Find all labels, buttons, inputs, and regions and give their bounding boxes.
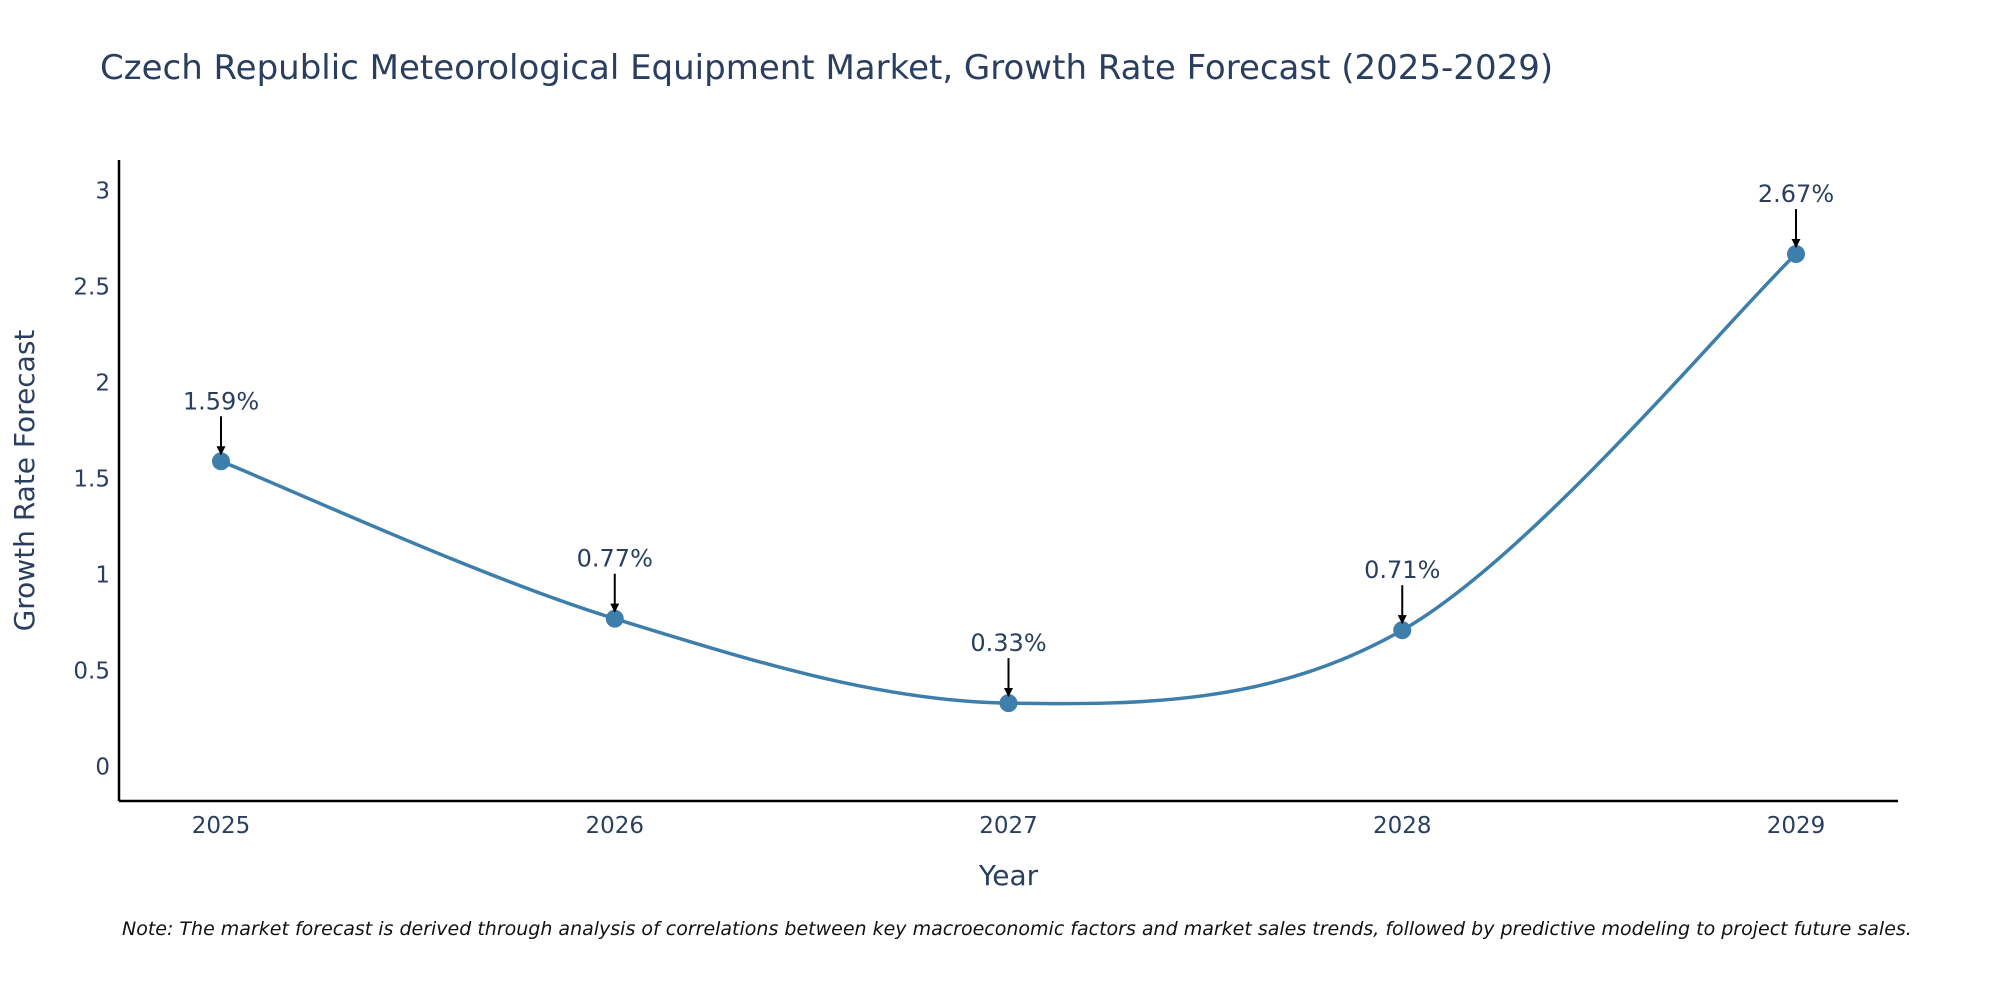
- y-tick-label: 3: [95, 179, 110, 205]
- y-tick-label: 0: [95, 754, 110, 780]
- x-tick-label: 2025: [192, 813, 251, 839]
- y-tick-label: 2: [95, 371, 110, 397]
- data-point: [1787, 245, 1805, 264]
- x-axis-title: Year: [978, 859, 1039, 892]
- x-tick-label: 2029: [1767, 813, 1826, 839]
- x-tick-label: 2028: [1373, 813, 1432, 839]
- data-point: [999, 694, 1018, 713]
- data-label: 0.71%: [1364, 556, 1440, 584]
- series-layer: [212, 245, 1805, 713]
- x-tick-label: 2026: [585, 813, 644, 839]
- data-point: [212, 452, 230, 471]
- data-point: [1393, 621, 1412, 640]
- data-labels: 1.59% 0.77% 0.33% 0.71% 2.67%: [183, 180, 1834, 698]
- y-tick-label: 0.5: [73, 658, 110, 684]
- data-label: 0.33%: [970, 629, 1046, 657]
- y-tick-label: 1.5: [73, 467, 110, 493]
- x-tick-label: 2027: [979, 813, 1038, 839]
- data-point: [605, 609, 624, 628]
- data-label: 2.67%: [1758, 180, 1834, 208]
- y-axis-title: Growth Rate Forecast: [8, 330, 41, 632]
- chart-note: Note: The market forecast is derived thr…: [122, 918, 1912, 940]
- y-tick-label: 2.5: [73, 275, 110, 301]
- chart-title: Czech Republic Meteorological Equipment …: [100, 48, 1554, 88]
- axes: 0 0.5 1 1.5 2 2.5 3 2025 2026 2027 2028 2029: [73, 160, 1898, 839]
- data-label: 1.59%: [183, 387, 259, 415]
- y-tick-label: 1: [95, 563, 110, 589]
- data-label: 0.77%: [577, 545, 653, 573]
- series-line: [220, 252, 1798, 706]
